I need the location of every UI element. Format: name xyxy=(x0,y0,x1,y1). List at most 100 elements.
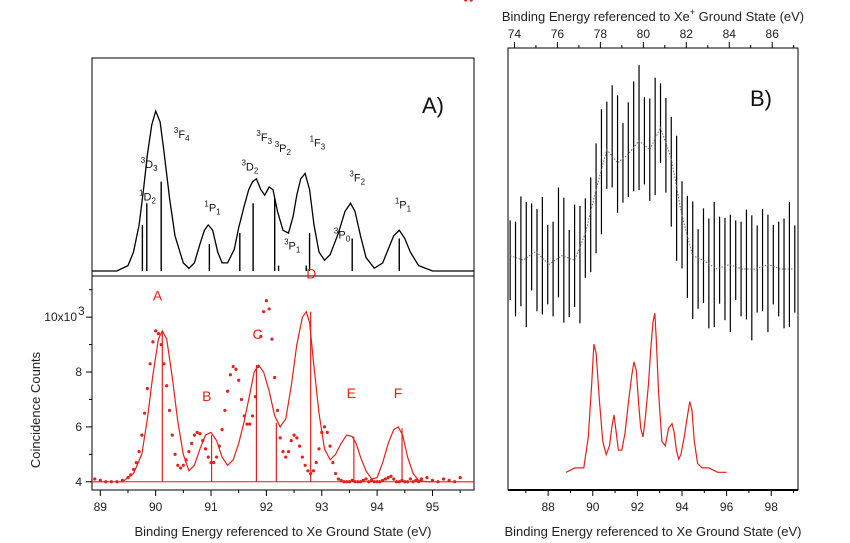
term-label-sub: 2 xyxy=(361,178,366,187)
data-point xyxy=(234,367,238,371)
data-point xyxy=(98,478,102,482)
term-label-sub: 1 xyxy=(407,205,412,214)
data-point xyxy=(156,332,161,336)
term-label-sup: 3 xyxy=(174,126,179,135)
term-label-sub: 1 xyxy=(296,245,301,254)
data-point xyxy=(256,364,260,369)
data-point xyxy=(306,469,310,473)
term-label-symbol: P xyxy=(399,200,406,212)
data-point xyxy=(367,480,371,484)
term-label-sup: 1 xyxy=(310,134,315,143)
data-point xyxy=(394,480,399,484)
data-point xyxy=(162,362,166,366)
term-label: 3F3 xyxy=(256,129,272,146)
data-point xyxy=(170,433,174,437)
term-label: 3F2 xyxy=(349,170,365,187)
term-label: 1P1 xyxy=(395,197,412,214)
data-point xyxy=(278,436,282,440)
term-label-sup: 3 xyxy=(334,226,339,235)
data-point xyxy=(198,432,202,436)
data-point xyxy=(358,480,363,484)
data-point xyxy=(397,480,401,484)
x-tick-label: 90 xyxy=(586,500,600,514)
data-point xyxy=(267,307,271,311)
term-label-sub: 3 xyxy=(153,164,158,173)
data-point xyxy=(447,478,451,482)
data-point xyxy=(231,364,235,369)
term-label-symbol: D xyxy=(144,192,152,204)
data-point xyxy=(165,384,169,388)
y-tick-label: 4 xyxy=(75,475,82,489)
data-point xyxy=(314,460,318,465)
data-point xyxy=(173,452,177,456)
data-point xyxy=(220,428,224,432)
y-tick-label: 8 xyxy=(75,365,82,379)
data-point xyxy=(383,477,388,481)
data-point xyxy=(417,480,421,484)
panel-a-ylabel: Coincidence Counts xyxy=(28,351,43,468)
data-point xyxy=(253,395,257,399)
data-point xyxy=(345,480,349,484)
term-label-sup: 3 xyxy=(284,237,289,246)
data-point xyxy=(192,433,197,437)
data-point xyxy=(142,411,147,415)
y-tick-label: 6 xyxy=(75,420,82,434)
data-point xyxy=(425,476,429,480)
x-tick-label: 93 xyxy=(315,500,329,514)
y-tick-label-superscript: 3 xyxy=(78,304,85,318)
term-label: 3P1 xyxy=(284,237,301,254)
x-tick-label: 95 xyxy=(426,500,440,514)
data-point xyxy=(292,433,296,437)
data-point xyxy=(389,474,393,478)
data-point xyxy=(414,478,418,482)
term-label-sub: 0 xyxy=(346,234,351,243)
data-point xyxy=(386,476,390,480)
x-tick-label: 92 xyxy=(260,500,274,514)
data-point xyxy=(140,433,144,437)
data-point xyxy=(342,480,346,484)
data-point xyxy=(126,476,130,480)
data-point xyxy=(129,473,133,477)
data-point xyxy=(453,480,457,484)
data-point xyxy=(458,476,462,480)
x2-tick-label: 82 xyxy=(680,27,694,41)
data-point xyxy=(419,477,424,481)
data-point xyxy=(405,480,410,484)
data-point xyxy=(178,466,183,470)
term-label-sub: 2 xyxy=(254,167,259,176)
x2-tick-label: 80 xyxy=(637,27,651,41)
term-label-sub: 3 xyxy=(321,142,326,151)
data-point xyxy=(273,375,277,380)
data-point xyxy=(411,480,415,484)
term-label: 1P1 xyxy=(204,199,221,216)
peak-label: B xyxy=(202,388,211,404)
data-point xyxy=(203,447,208,451)
data-point xyxy=(400,478,404,482)
data-point xyxy=(239,397,244,402)
data-point xyxy=(187,449,191,454)
data-point xyxy=(181,463,185,467)
data-point xyxy=(392,477,396,481)
data-point xyxy=(289,439,293,443)
x-tick-label: 96 xyxy=(720,500,734,514)
data-point xyxy=(250,414,255,418)
data-point xyxy=(317,447,321,451)
data-point xyxy=(375,480,379,484)
panel-b-label: B) xyxy=(750,86,772,111)
data-point xyxy=(295,436,299,440)
coincidence-trace xyxy=(565,313,727,473)
x-tick-label: 98 xyxy=(765,500,779,514)
term-label-symbol: P xyxy=(209,202,216,214)
term-label-sub: 2 xyxy=(286,148,291,157)
term-label-symbol: P xyxy=(279,143,286,155)
data-point xyxy=(469,0,473,2)
term-label-symbol: D xyxy=(246,162,254,174)
x-tick-label: 88 xyxy=(541,500,555,514)
data-point xyxy=(303,463,307,467)
data-point xyxy=(336,477,340,481)
term-label-symbol: F xyxy=(178,129,185,141)
term-label-sup: 1 xyxy=(204,199,209,208)
x-tick-label: 91 xyxy=(204,500,218,514)
